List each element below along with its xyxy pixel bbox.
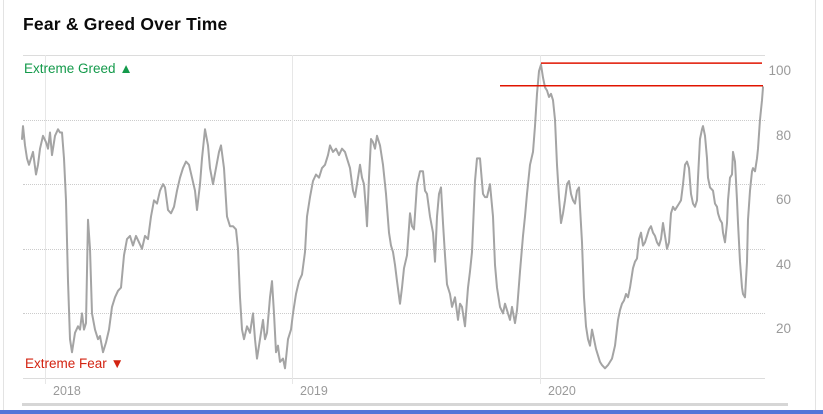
left-border (3, 0, 4, 414)
x-gridline-2018 (45, 55, 46, 384)
y-tick-label-100: 100 (768, 63, 791, 78)
x-gridline-2019 (292, 55, 293, 384)
plot-top-border (23, 55, 765, 56)
bottom-separator (22, 403, 788, 406)
page-title: Fear & Greed Over Time (23, 14, 228, 34)
extreme-fear-text: Extreme Fear (25, 356, 107, 371)
bottom-accent-bar (0, 410, 823, 414)
x-tick-label-2019: 2019 (300, 384, 328, 398)
y-gridline-60 (23, 184, 765, 186)
index-line (21, 63, 764, 370)
extreme-greed-text: Extreme Greed (24, 61, 116, 76)
y-gridline-80 (23, 119, 765, 121)
x-axis-line (23, 378, 765, 379)
x-gridline-2020 (540, 55, 541, 384)
x-tick-label-2018: 2018 (53, 384, 81, 398)
extreme-greed-label: Extreme Greed ▲ (24, 61, 133, 76)
y-tick-label-20: 20 (775, 321, 791, 337)
up-arrow-icon: ▲ (119, 61, 133, 76)
y-tick-label-60: 60 (775, 192, 791, 208)
down-arrow-icon: ▼ (110, 356, 124, 371)
y-tick-label-80: 80 (775, 127, 791, 143)
y-gridline-20 (23, 313, 765, 315)
y-tick-label-40: 40 (775, 256, 791, 272)
right-border (815, 0, 816, 414)
extreme-fear-label: Extreme Fear ▼ (25, 356, 124, 371)
x-tick-label-2020: 2020 (548, 384, 576, 398)
y-gridline-40 (23, 248, 765, 250)
